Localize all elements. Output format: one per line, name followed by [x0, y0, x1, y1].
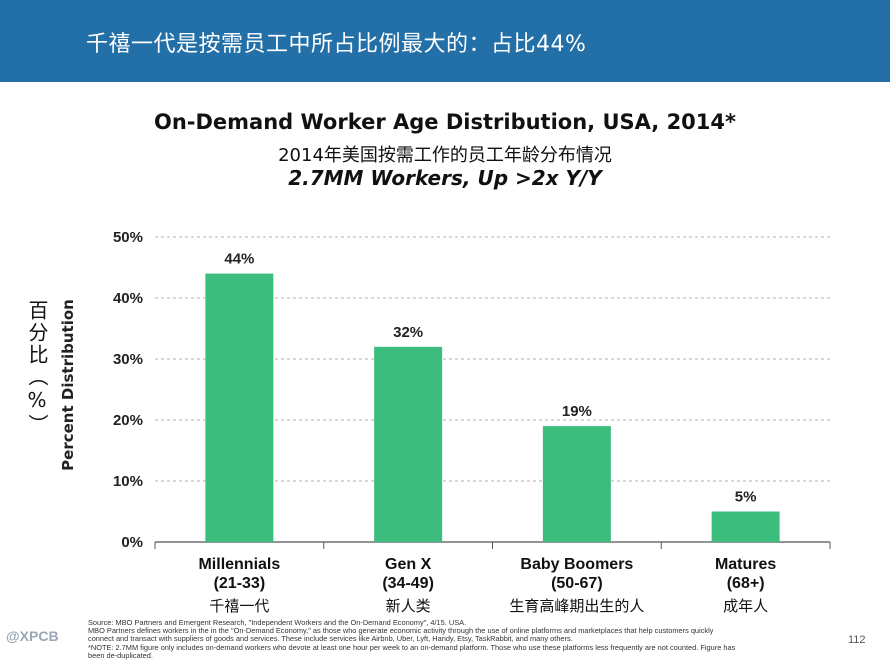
- watermark-logo: @XPCB: [6, 628, 59, 644]
- slide-title: 千禧一代是按需员工中所占比例最大的：占比44%: [86, 32, 587, 57]
- category-label: Gen X: [385, 556, 432, 573]
- footnote-line: MBO Partners defines workers in the in t…: [88, 626, 714, 636]
- category-label-chinese: 千禧一代: [209, 597, 269, 615]
- category-range-label: (50-67): [551, 575, 603, 592]
- y-axis-label-chinese: 百分比（%）: [25, 300, 49, 436]
- source-footnote: Source: MBO Partners and Emergent Resear…: [88, 618, 848, 660]
- y-tick-label: 0%: [121, 534, 143, 551]
- footnote-line: connect and transact with suppliers of g…: [88, 634, 573, 644]
- y-tick-label: 50%: [113, 229, 143, 246]
- y-tick-label: 30%: [113, 351, 143, 368]
- category-range-label: (68+): [727, 575, 765, 592]
- category-range-label: (21-33): [214, 575, 266, 592]
- bar: [711, 511, 780, 542]
- page-number: 112: [848, 634, 866, 646]
- chart-subtitle: 2.7MM Workers, Up >2x Y/Y: [288, 166, 602, 190]
- category-label: Matures: [715, 556, 776, 573]
- y-tick-label: 40%: [113, 290, 143, 307]
- chart-title-chinese: 2014年美国按需工作的员工年龄分布情况: [278, 145, 612, 166]
- data-label: 5%: [735, 489, 757, 506]
- data-label: 19%: [562, 403, 592, 420]
- footnote-line: *NOTE: 2.7MM figure only includes on-dem…: [88, 642, 736, 652]
- data-label: 32%: [393, 324, 423, 341]
- chart-title: On-Demand Worker Age Distribution, USA, …: [153, 110, 737, 134]
- category-label: Baby Boomers: [520, 556, 633, 573]
- footnote-line: Source: MBO Partners and Emergent Resear…: [88, 618, 467, 627]
- footnote-line: been de-duplicated.: [88, 650, 153, 660]
- category-label: Millennials: [198, 556, 280, 573]
- title-banner: 千禧一代是按需员工中所占比例最大的：占比44%: [0, 0, 890, 82]
- y-axis-label: 百分比（%） Percent Distribution: [25, 299, 82, 471]
- y-tick-label: 10%: [113, 473, 143, 490]
- category-label-chinese: 成年人: [723, 597, 768, 615]
- category-label-chinese: 生育高峰期出生的人: [509, 597, 644, 615]
- category-range-label: (34-49): [382, 575, 434, 592]
- category-label-chinese: 新人类: [386, 597, 431, 615]
- y-tick-label: 20%: [113, 412, 143, 429]
- data-label: 44%: [224, 251, 254, 268]
- bar: [542, 426, 611, 542]
- bar: [205, 273, 274, 542]
- bar: [374, 346, 443, 542]
